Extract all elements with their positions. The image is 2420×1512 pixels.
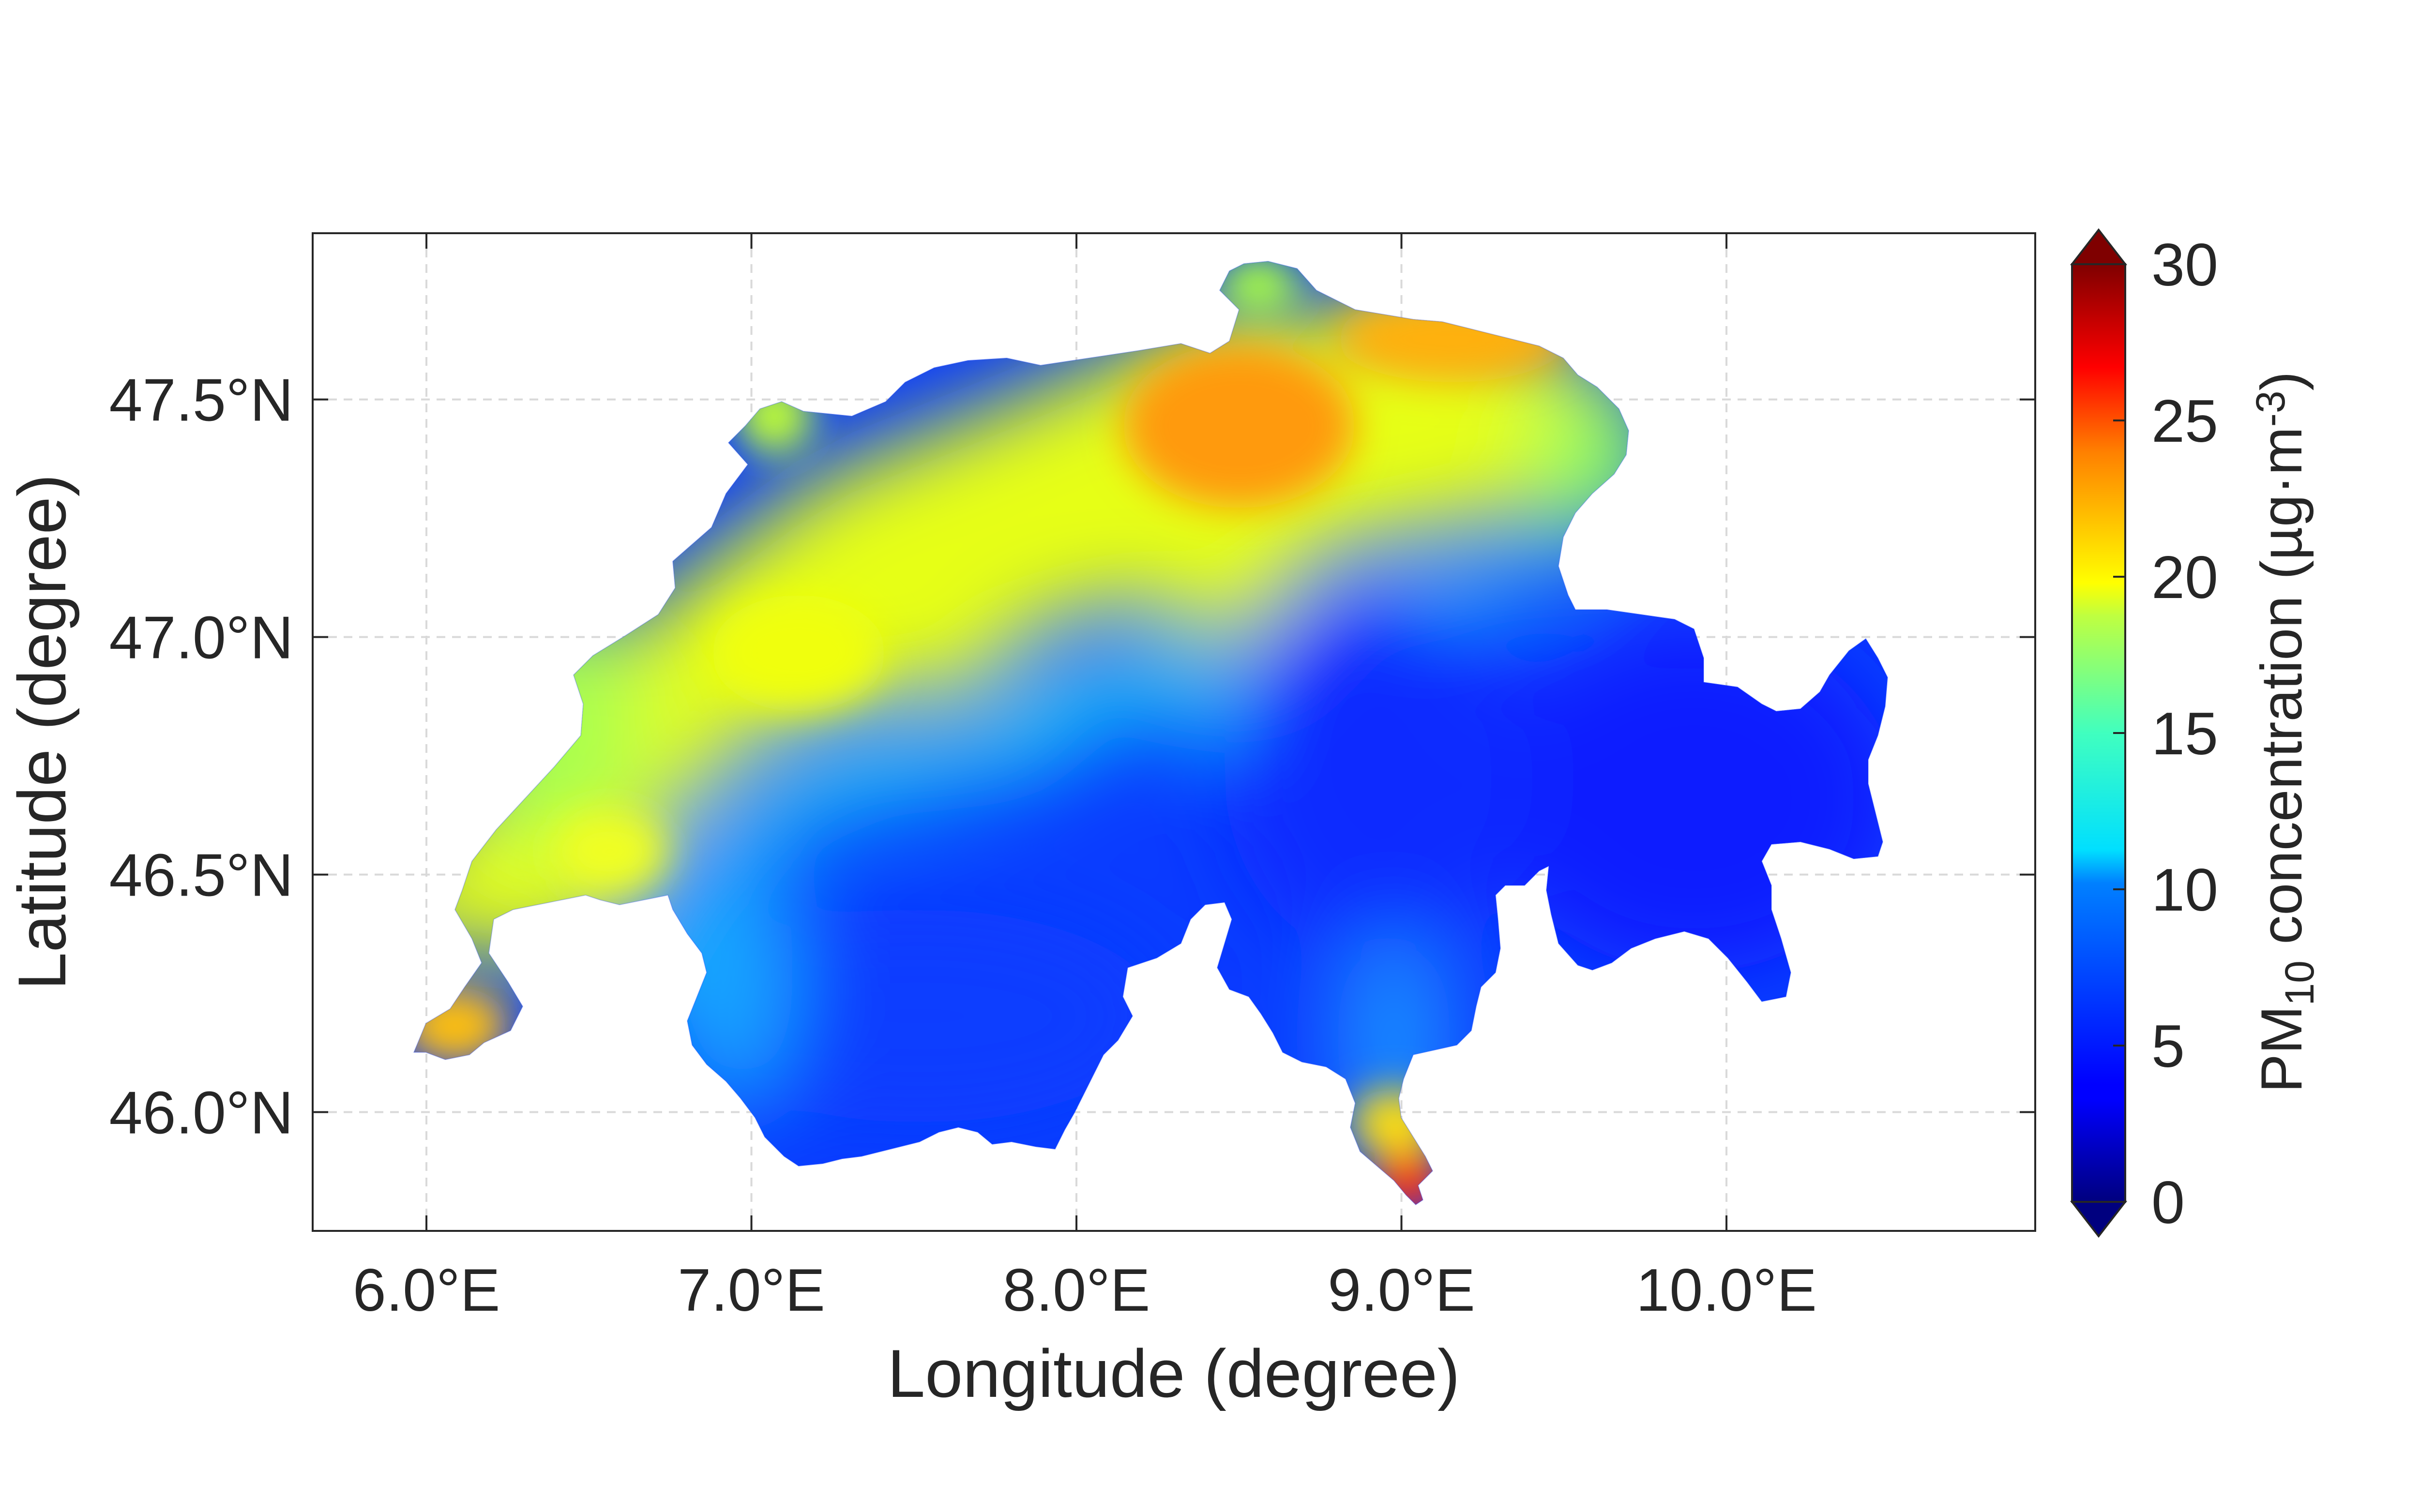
- colorbar-tick-label: 25: [2151, 388, 2218, 455]
- zurich-hotspot: [1123, 344, 1355, 508]
- x-tick-label: 6.0°E: [353, 1257, 500, 1324]
- colorbar-title-end: ): [2249, 371, 2314, 390]
- lausanne-yellow: [552, 808, 668, 895]
- x-axis-title: Longitude (degree): [887, 1335, 1460, 1411]
- x-axis-ticks: 6.0°E 7.0°E 8.0°E 9.0°E 10.0°E: [353, 233, 1817, 1324]
- colorbar-tick-label: 20: [2151, 544, 2218, 611]
- central-alps-low: [1225, 590, 1534, 958]
- colorbar-title-subscript: 10: [2277, 960, 2322, 1005]
- colorbar-title-main: PM: [2249, 1006, 2314, 1093]
- colorbar-tick-label: 0: [2151, 1169, 2185, 1236]
- x-tick-label: 9.0°E: [1328, 1257, 1475, 1324]
- y-axis-ticks: 46.0°N 46.5°N 47.0°N 47.5°N: [109, 367, 2035, 1147]
- y-axis-title: Latitude (degree): [4, 474, 80, 990]
- schaffhausen-green: [1220, 261, 1297, 314]
- y-tick-label: 47.5°N: [109, 367, 293, 434]
- colorbar-tick-label: 5: [2151, 1013, 2185, 1080]
- colorbar-title-rest: concentration (µg·m: [2249, 427, 2314, 960]
- y-tick-label: 46.5°N: [109, 842, 293, 909]
- plot-frame: [312, 232, 2036, 1232]
- colorbar-lower-extension: [2070, 1201, 2128, 1238]
- x-tick-label: 8.0°E: [1003, 1257, 1150, 1324]
- y-tick-label: 46.0°N: [109, 1080, 293, 1147]
- colorbar-title-superscript: -3: [2248, 390, 2293, 427]
- colorbar-ticks: 0 5 10 15 20 25 30: [2113, 232, 2218, 1236]
- colorbar-upper-extension: [2070, 228, 2128, 265]
- colorbar-title: PM10 concentration (µg·m-3): [2248, 371, 2322, 1093]
- valais-low: [678, 910, 1162, 1123]
- colorbar-tick-label: 15: [2151, 701, 2218, 767]
- biel-yellow: [711, 595, 886, 711]
- x-tick-label: 10.0°E: [1636, 1257, 1817, 1324]
- colorbar-tick-label: 30: [2151, 232, 2218, 299]
- x-tick-label: 7.0°E: [678, 1257, 825, 1324]
- y-tick-label: 47.0°N: [109, 605, 293, 672]
- colorbar-tick-label: 10: [2151, 857, 2218, 924]
- valais-west-mid: [658, 823, 794, 1113]
